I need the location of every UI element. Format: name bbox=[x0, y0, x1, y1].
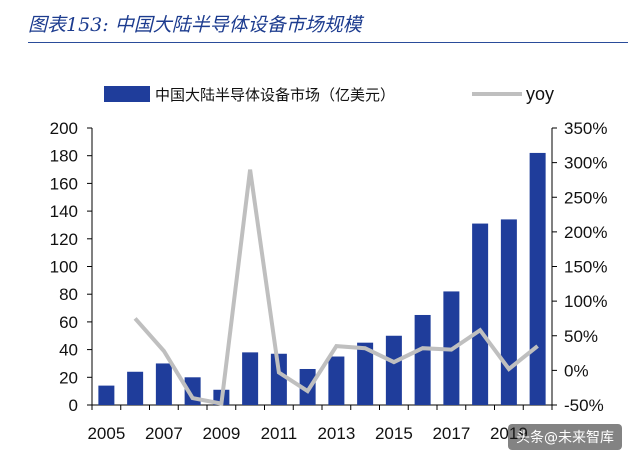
x-axis-tick-label: 2017 bbox=[432, 424, 470, 443]
x-axis-tick-label: 2013 bbox=[317, 424, 355, 443]
bar-2010 bbox=[242, 352, 259, 405]
bar-2014 bbox=[357, 342, 374, 405]
left-axis-tick-label: 20 bbox=[59, 368, 78, 387]
left-axis-tick-label: 0 bbox=[69, 396, 78, 415]
right-axis-tick-label: 0% bbox=[564, 361, 589, 380]
x-axis-tick-label: 2011 bbox=[261, 424, 298, 443]
right-axis-tick-label: 50% bbox=[564, 327, 598, 346]
bar-2006 bbox=[127, 371, 144, 405]
left-axis-tick-label: 120 bbox=[50, 230, 78, 249]
bar-2019 bbox=[500, 219, 517, 405]
left-axis-tick-label: 100 bbox=[50, 258, 78, 277]
right-axis-tick-label: 150% bbox=[564, 258, 607, 277]
x-axis-tick-label: 2005 bbox=[87, 424, 125, 443]
bar-2013 bbox=[328, 356, 345, 405]
legend: 中国大陆半导体设备市场（亿美元） yoy bbox=[104, 84, 554, 104]
right-axis-tick-label: 100% bbox=[564, 292, 607, 311]
watermark: 头条@未来智库 bbox=[508, 424, 622, 450]
right-axis-tick-label: 200% bbox=[564, 223, 607, 242]
bar-2011 bbox=[270, 353, 287, 405]
axes: 0 20 40 60 80 100 120 140 160 180 200 -50% 0% 50% 100%… bbox=[50, 119, 608, 443]
left-axis-tick-label: 140 bbox=[50, 202, 78, 221]
x-axis-tick-label: 2007 bbox=[145, 424, 183, 443]
left-axis-tick-label: 180 bbox=[50, 147, 78, 166]
right-axis-tick-label: -50% bbox=[564, 396, 604, 415]
bar-2012 bbox=[299, 368, 316, 405]
left-axis-tick-label: 160 bbox=[50, 174, 78, 193]
bar-2016 bbox=[414, 314, 431, 405]
bar-series bbox=[98, 152, 546, 405]
yoy-line-series bbox=[133, 169, 539, 406]
left-axis-tick-label: 200 bbox=[50, 119, 78, 138]
bar-2020 bbox=[529, 152, 546, 405]
right-axis-tick-label: 350% bbox=[564, 119, 607, 138]
left-axis-tick-label: 80 bbox=[59, 285, 78, 304]
bar-2015 bbox=[385, 335, 402, 405]
legend-label-bars: 中国大陆半导体设备市场（亿美元） bbox=[155, 86, 395, 104]
bar-2005 bbox=[98, 385, 115, 405]
left-axis-tick-label: 40 bbox=[59, 341, 78, 360]
legend-label-yoy: yoy bbox=[526, 84, 554, 104]
bar-2007 bbox=[155, 363, 172, 405]
yoy-line bbox=[133, 169, 539, 406]
title-divider bbox=[28, 42, 628, 43]
left-axis-tick-label: 60 bbox=[59, 313, 78, 332]
bar-2018 bbox=[472, 223, 489, 405]
figure-title: 图表153: 中国大陆半导体设备市场规模 bbox=[28, 14, 362, 36]
legend-swatch-bars bbox=[104, 86, 150, 102]
right-axis-tick-label: 250% bbox=[564, 188, 607, 207]
right-axis-tick-label: 300% bbox=[564, 154, 607, 173]
x-axis-tick-label: 2015 bbox=[375, 424, 413, 443]
x-axis-tick-label: 2009 bbox=[202, 424, 240, 443]
